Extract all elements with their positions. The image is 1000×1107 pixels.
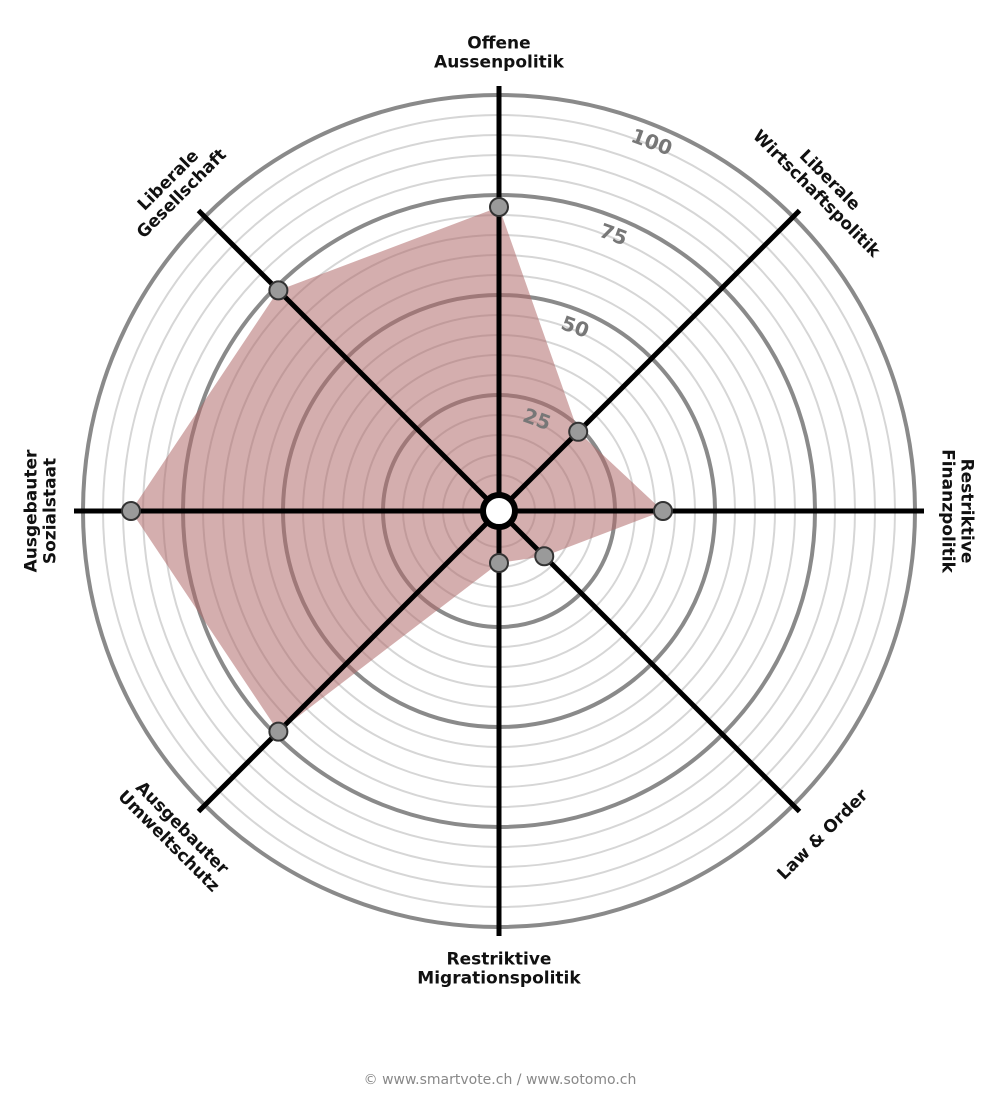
axis-label-line: Aussenpolitik (434, 53, 565, 73)
point (653, 501, 673, 521)
axis-line (196, 509, 501, 814)
axis-label-line: Restriktive (447, 950, 552, 970)
axis-label: Restriktive Migrationspolitik (417, 950, 581, 989)
point (489, 197, 509, 217)
axis-label: Offene Aussenpolitik (434, 34, 565, 73)
axis-line (196, 208, 501, 513)
point (489, 553, 509, 573)
axis-label: RestriktiveFinanzpolitik (938, 449, 977, 573)
area (131, 207, 663, 732)
point (268, 280, 289, 301)
point (568, 421, 589, 442)
axis-label-line: Migrationspolitik (417, 969, 581, 989)
axis-label-line: Offene (467, 34, 530, 54)
footer: © www.smartvote.ch / www.sotomo.ch (364, 1072, 637, 1088)
point (534, 546, 555, 567)
axis-line (497, 208, 802, 513)
axis-label-line: Finanzpolitik (938, 449, 958, 573)
center (480, 492, 518, 530)
axis-label-line: Ausgebauter (22, 449, 42, 572)
point (268, 721, 289, 742)
axis-label-line: Sozialstaat (41, 458, 61, 564)
axis-label: AusgebauterSozialstaat (22, 449, 61, 572)
point (121, 501, 141, 521)
axis-label-line: Restriktive (957, 459, 977, 564)
